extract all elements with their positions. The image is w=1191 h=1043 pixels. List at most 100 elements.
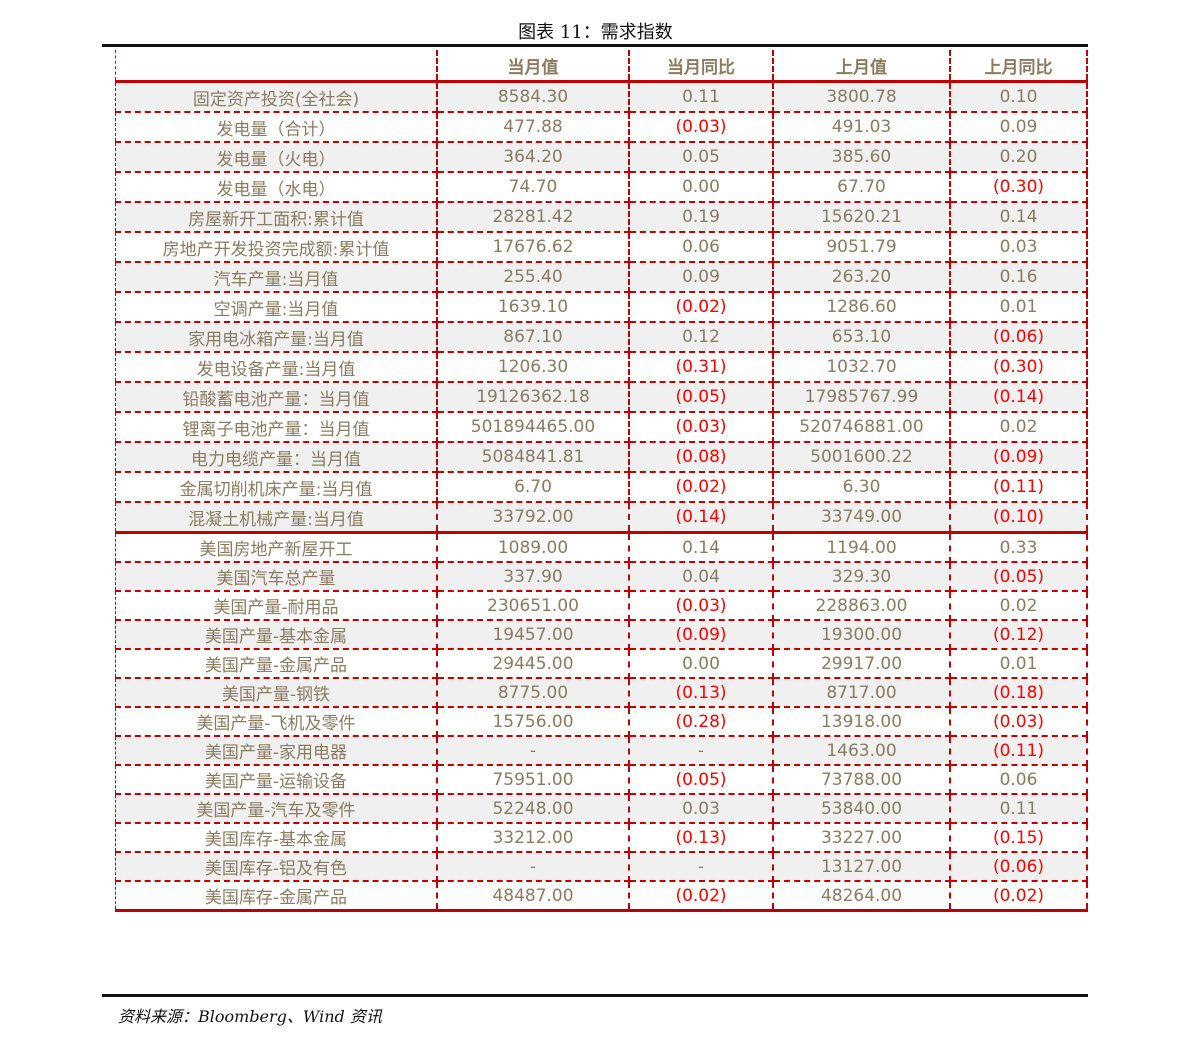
- cell-value: 74.70: [436, 172, 630, 203]
- cell-value: 29917.00: [772, 649, 951, 679]
- cell-value: 5001600.22: [772, 442, 951, 473]
- column-header: 当月同比: [628, 50, 774, 83]
- cell-value: 0.12: [628, 322, 774, 353]
- cell-value: 33792.00: [436, 502, 630, 534]
- table-row: 美国产量-汽车及零件 52248.00 0.03 53840.00 0.11: [115, 794, 1088, 824]
- table-row: 家用电冰箱产量:当月值 867.10 0.12 653.10 (0.06): [115, 322, 1088, 353]
- cell-value: -: [436, 852, 630, 882]
- cell-value: 867.10: [436, 322, 630, 353]
- source-note: 资料来源：Bloomberg、Wind 资讯: [118, 1007, 382, 1026]
- table-row: 美国房地产新屋开工 1089.00 0.14 1194.00 0.33: [115, 532, 1088, 563]
- row-label: 家用电冰箱产量:当月值: [115, 322, 438, 353]
- row-label: 汽车产量:当月值: [115, 262, 438, 293]
- table-row: 铅酸蓄电池产量：当月值 19126362.18 (0.05) 17985767.99(…: [115, 382, 1088, 413]
- cell-value: 48487.00: [436, 881, 630, 912]
- cell-value: 6.70: [436, 472, 630, 503]
- cell-value: 13918.00: [772, 707, 951, 737]
- row-label: 美国库存-铝及有色: [115, 852, 438, 882]
- cell-value: 364.20: [436, 142, 630, 173]
- cell-value: 48264.00: [772, 881, 951, 912]
- cell-value: 0.01: [949, 292, 1088, 323]
- cell-value: (0.03): [628, 112, 774, 143]
- cell-value: (0.05): [628, 765, 774, 795]
- cell-value: (0.02): [949, 881, 1088, 912]
- cell-value: 337.90: [436, 562, 630, 592]
- cell-value: (0.12): [949, 620, 1088, 650]
- cell-value: 8775.00: [436, 678, 630, 708]
- table-row: 美国库存-铝及有色 - -13127.00 (0.06): [115, 852, 1088, 882]
- cell-value: 1194.00: [772, 532, 951, 563]
- cell-value: 0.09: [628, 262, 774, 293]
- cell-value: 329.30: [772, 562, 951, 592]
- cell-value: 263.20: [772, 262, 951, 293]
- row-label: 美国产量-飞机及零件: [115, 707, 438, 737]
- cell-value: 0.11: [628, 81, 774, 113]
- cell-value: 1206.30: [436, 352, 630, 383]
- table-row: 美国产量-金属产品 29445.00 0.00 29917.00 0.01: [115, 649, 1088, 679]
- row-label: 电力电缆产量：当月值: [115, 442, 438, 473]
- table-row: 美国汽车总产量 337.90 0.04 329.30 (0.05): [115, 562, 1088, 592]
- cell-value: 73788.00: [772, 765, 951, 795]
- row-label: 美国产量-家用电器: [115, 736, 438, 766]
- row-label: 房地产开发投资完成额:累计值: [115, 232, 438, 263]
- cell-value: 17985767.99: [772, 382, 951, 413]
- cell-value: 15756.00: [436, 707, 630, 737]
- cell-value: (0.03): [949, 707, 1088, 737]
- cell-value: 17676.62: [436, 232, 630, 263]
- cell-value: 9051.79: [772, 232, 951, 263]
- cell-value: 6.30: [772, 472, 951, 503]
- figure-title: 图表 11：需求指数: [518, 22, 673, 43]
- cell-value: (0.15): [949, 823, 1088, 853]
- cell-value: (0.08): [628, 442, 774, 473]
- cell-value: 255.40: [436, 262, 630, 293]
- bottom-rule: [102, 994, 1088, 997]
- cell-value: (0.11): [949, 472, 1088, 503]
- cell-value: 3800.78: [772, 81, 951, 113]
- table-row: 房屋新开工面积:累计值 28281.42 0.19 15620.21 0.14: [115, 202, 1088, 233]
- cell-value: (0.06): [949, 322, 1088, 353]
- cell-value: 1286.60: [772, 292, 951, 323]
- cell-value: 0.19: [628, 202, 774, 233]
- cell-value: -: [436, 736, 630, 766]
- table-row: 汽车产量:当月值 255.40 0.09 263.20 0.16: [115, 262, 1088, 293]
- cell-value: 0.11: [949, 794, 1088, 824]
- cell-value: (0.03): [628, 591, 774, 621]
- cell-value: 0.00: [628, 172, 774, 203]
- cell-value: 477.88: [436, 112, 630, 143]
- cell-value: (0.09): [628, 620, 774, 650]
- row-label: 铅酸蓄电池产量：当月值: [115, 382, 438, 413]
- row-label: 发电量（水电）: [115, 172, 438, 203]
- cell-value: 13127.00: [772, 852, 951, 882]
- cell-value: (0.03): [628, 412, 774, 443]
- row-label: 房屋新开工面积:累计值: [115, 202, 438, 233]
- cell-value: 1639.10: [436, 292, 630, 323]
- cell-value: (0.13): [628, 678, 774, 708]
- table-row: 房地产开发投资完成额:累计值 17676.62 0.06 9051.79 0.03: [115, 232, 1088, 263]
- cell-value: (0.06): [949, 852, 1088, 882]
- cell-value: 1032.70: [772, 352, 951, 383]
- cell-value: 0.14: [628, 532, 774, 563]
- cell-value: 491.03: [772, 112, 951, 143]
- cell-value: (0.31): [628, 352, 774, 383]
- table-row: 美国库存-基本金属 33212.00 (0.13) 33227.00 (0.15): [115, 823, 1088, 853]
- cell-value: 5084841.81: [436, 442, 630, 473]
- table-row: 美国产量-飞机及零件 15756.00 (0.28) 13918.00 (0.03): [115, 707, 1088, 737]
- row-label: 混凝土机械产量:当月值: [115, 502, 438, 534]
- row-label: 美国产量-耐用品: [115, 591, 438, 621]
- cell-value: -: [628, 852, 774, 882]
- table-row: 美国库存-金属产品 48487.00 (0.02) 48264.00 (0.02): [115, 881, 1088, 912]
- table-row: 金属切削机床产量:当月值 6.70 (0.02) 6.30 (0.11): [115, 472, 1088, 503]
- column-header: 当月值: [436, 50, 630, 83]
- cell-value: 0.06: [628, 232, 774, 263]
- cell-value: (0.13): [628, 823, 774, 853]
- cell-value: (0.05): [628, 382, 774, 413]
- table-row: 锂离子电池产量：当月值 501894465.00 (0.03) 520746881.0…: [115, 412, 1088, 443]
- cell-value: (0.02): [628, 472, 774, 503]
- cell-value: 0.06: [949, 765, 1088, 795]
- cell-value: 19300.00: [772, 620, 951, 650]
- row-label: 空调产量:当月值: [115, 292, 438, 323]
- cell-value: 230651.00: [436, 591, 630, 621]
- cell-value: (0.02): [628, 881, 774, 912]
- cell-value: 0.01: [949, 649, 1088, 679]
- column-header: [115, 50, 438, 83]
